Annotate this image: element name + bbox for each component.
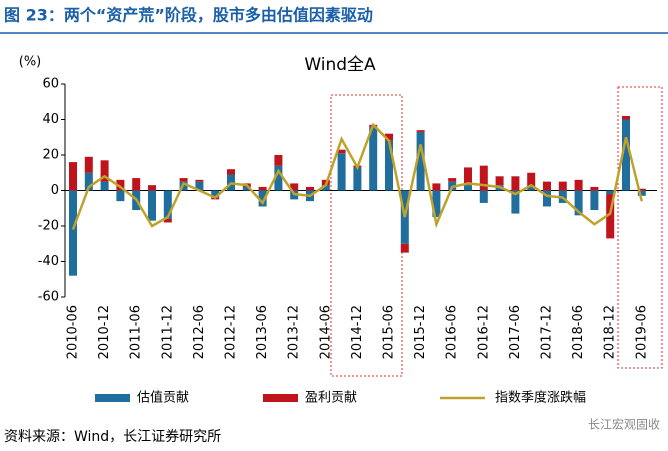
- x-tick-label: 2010-12: [97, 305, 112, 359]
- bar: [543, 190, 551, 207]
- bar: [464, 167, 472, 186]
- bar: [84, 156, 93, 173]
- bar: [385, 140, 393, 191]
- bar: [69, 162, 77, 191]
- x-tick-label: 2016-12: [476, 305, 491, 359]
- bar: [116, 190, 125, 202]
- bar: [495, 176, 504, 186]
- bar: [622, 115, 630, 120]
- bar: [432, 183, 441, 191]
- bar: [195, 179, 204, 182]
- bar: [416, 131, 425, 191]
- bar: [369, 126, 378, 191]
- legend-swatch: [95, 394, 130, 402]
- bar: [432, 190, 441, 218]
- highlight-box: [617, 86, 663, 369]
- x-tick-label: 2018-12: [603, 305, 618, 359]
- bar: [258, 186, 267, 191]
- x-tick-label: 2013-12: [287, 305, 302, 359]
- legend-label: 估值贡献: [137, 390, 189, 406]
- line: [71, 122, 644, 230]
- legend-label: 盈利贡献: [305, 391, 357, 406]
- figure-title: 图 23：两个“资产荒”阶段，股市多由估值因素驱动: [4, 6, 373, 25]
- bar: [242, 186, 251, 191]
- bar: [274, 155, 283, 166]
- y-tick-label: 20: [42, 148, 59, 163]
- x-tick-label: 2018-06: [571, 305, 586, 359]
- bar: [590, 186, 599, 191]
- bar: [464, 185, 472, 191]
- bar: [337, 149, 346, 154]
- bar: [274, 165, 283, 191]
- x-tick-label: 2014-06: [318, 305, 333, 359]
- y-tick-label: -60: [38, 290, 59, 305]
- bar: [116, 179, 125, 191]
- bar: [574, 190, 583, 216]
- x-tick-label: 2017-06: [508, 305, 523, 359]
- bar: [606, 194, 615, 239]
- x-tick-label: 2012-06: [192, 305, 207, 359]
- watermark: 长江宏观固收: [588, 417, 660, 432]
- x-tick-label: 2011-12: [160, 305, 175, 359]
- x-tick-label: 2016-06: [445, 305, 460, 359]
- legend-label: 指数季度涨跌幅: [495, 390, 586, 406]
- legend-swatch: [263, 394, 298, 402]
- bar: [100, 181, 109, 191]
- x-tick-label: 2015-12: [413, 305, 428, 359]
- bar: [148, 185, 156, 191]
- bar: [637, 188, 646, 191]
- bar: [558, 181, 567, 191]
- bar: [479, 165, 488, 191]
- bar: [416, 130, 425, 132]
- y-tick-label: 60: [42, 77, 59, 92]
- bar: [84, 172, 93, 191]
- x-tick-label: 2017-12: [540, 305, 555, 359]
- y-tick-label: 40: [42, 112, 59, 127]
- x-tick-label: 2012-12: [224, 305, 239, 359]
- bar: [69, 190, 77, 276]
- y-axis-label: (%): [19, 55, 42, 70]
- bar: [100, 160, 109, 182]
- bar: [195, 181, 204, 191]
- bar: [179, 178, 188, 182]
- x-tick-label: 2015-06: [382, 305, 397, 359]
- bar: [211, 190, 220, 198]
- bar: [163, 218, 172, 223]
- bar: [290, 183, 299, 191]
- x-tick-label: 2014-12: [350, 305, 365, 359]
- bar: [132, 178, 141, 191]
- bar: [148, 190, 156, 221]
- bar: [321, 185, 330, 191]
- bar: [306, 186, 314, 191]
- bar: [527, 186, 536, 191]
- bar: [400, 243, 409, 253]
- bar: [622, 119, 630, 191]
- bar: [590, 190, 599, 211]
- x-tick-label: 2013-06: [255, 305, 270, 359]
- bar: [227, 169, 235, 175]
- source: 资料来源：Wind，长江证券研究所: [4, 429, 221, 445]
- bar: [479, 190, 488, 203]
- x-tick-label: 2011-06: [129, 305, 144, 359]
- bar: [337, 153, 346, 191]
- bar: [543, 181, 551, 191]
- x-tick-label: 2010-06: [66, 305, 81, 359]
- bar: [527, 172, 536, 187]
- x-tick-label: 2019-06: [634, 305, 649, 359]
- y-tick-label: 0: [51, 183, 59, 198]
- bar: [258, 190, 267, 207]
- y-tick-label: -20: [38, 219, 59, 234]
- bar: [385, 133, 393, 141]
- y-tick-label: -40: [38, 254, 59, 269]
- chart-title: Wind全A: [304, 55, 376, 75]
- bar: [511, 190, 520, 214]
- bar: [511, 176, 520, 191]
- bar: [574, 179, 583, 191]
- bar: [163, 190, 172, 219]
- bar: [606, 190, 615, 195]
- bar: [637, 190, 646, 196]
- bar: [353, 167, 362, 191]
- bar: [448, 178, 457, 182]
